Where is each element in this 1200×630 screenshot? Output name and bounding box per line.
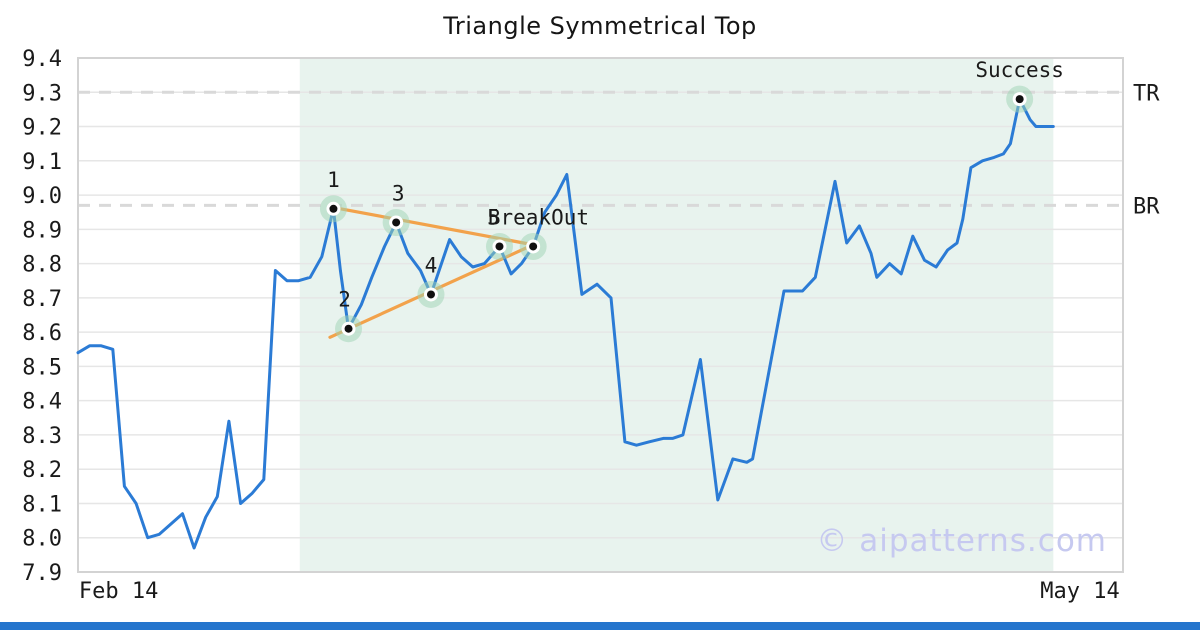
pattern-region bbox=[299, 58, 1054, 572]
y-tick-label: 7.9 bbox=[22, 561, 62, 586]
y-tick-label: 8.8 bbox=[22, 253, 62, 278]
y-tick-label: 8.6 bbox=[22, 321, 62, 346]
watermark: © aipatterns.com bbox=[816, 523, 1107, 559]
y-tick-label: 8.0 bbox=[22, 527, 62, 552]
level-label-TR: TR bbox=[1133, 81, 1160, 106]
annotation-4: 4 bbox=[425, 253, 438, 277]
x-tick-label: May 14 bbox=[1040, 579, 1119, 604]
y-tick-label: 9.1 bbox=[22, 150, 62, 175]
y-tick-label: 9.0 bbox=[22, 184, 62, 209]
marker-dot-BreakOut bbox=[529, 242, 538, 251]
marker-dot-3 bbox=[392, 218, 401, 227]
marker-dot-4 bbox=[426, 290, 435, 299]
y-tick-label: 8.2 bbox=[22, 458, 62, 483]
x-tick-label: Feb 14 bbox=[79, 579, 158, 604]
y-tick-label: 9.4 bbox=[22, 47, 62, 72]
annotation-Success: Success bbox=[975, 58, 1064, 82]
y-tick-label: 8.1 bbox=[22, 492, 62, 517]
marker-dot-1 bbox=[329, 204, 338, 213]
marker-dot-2 bbox=[344, 324, 353, 333]
annotation-2: 2 bbox=[338, 288, 351, 312]
y-tick-label: 8.7 bbox=[22, 287, 62, 312]
y-tick-label: 8.5 bbox=[22, 355, 62, 380]
marker-dot-5 bbox=[495, 242, 504, 251]
plot-frame bbox=[77, 57, 1124, 573]
y-tick-label: 8.4 bbox=[22, 390, 62, 415]
chart-title: Triangle Symmetrical Top bbox=[443, 12, 757, 40]
marker-dot-Success bbox=[1015, 95, 1024, 104]
annotation-1: 1 bbox=[327, 168, 340, 192]
y-tick-label: 8.9 bbox=[22, 218, 62, 243]
footer-accent-bar bbox=[0, 622, 1200, 630]
y-tick-label: 9.3 bbox=[22, 81, 62, 106]
y-tick-label: 9.2 bbox=[22, 116, 62, 141]
y-tick-label: 8.3 bbox=[22, 424, 62, 449]
annotation-3: 3 bbox=[392, 181, 405, 205]
price-line bbox=[76, 97, 1055, 550]
level-label-BR: BR bbox=[1133, 194, 1160, 219]
annotation-5: 5 bbox=[487, 205, 500, 229]
annotation-BreakOut: BreakOut bbox=[488, 205, 589, 229]
